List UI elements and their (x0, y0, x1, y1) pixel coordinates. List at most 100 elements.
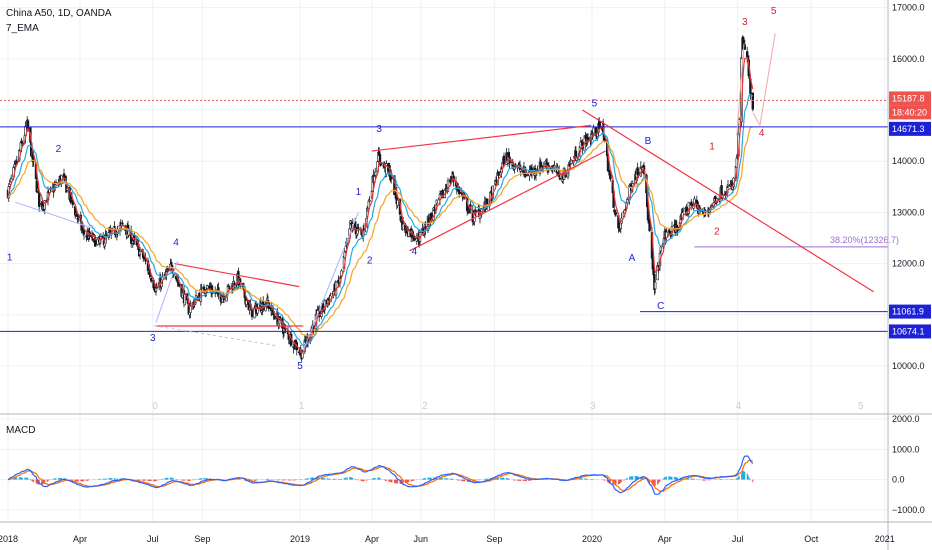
macd-line (7, 455, 754, 495)
candle-body (441, 190, 444, 199)
candle-body (256, 307, 259, 314)
resistance-line-2019 (371, 124, 592, 152)
wave-label-16: 4 (759, 128, 765, 139)
candle-body (558, 177, 562, 180)
level-tag-10674: 10674.1 (892, 326, 925, 336)
candle-body (75, 213, 79, 217)
countdown-tag-bg (889, 105, 931, 120)
candle-body (726, 184, 730, 187)
level-tag-14671-bg (889, 121, 931, 136)
candle-body (614, 212, 618, 215)
symbol-title[interactable]: China A50, 1D, OANDA (6, 8, 112, 19)
cycle-label-5: 5 (858, 401, 864, 412)
candle-body (401, 223, 405, 231)
wave-label-2: 3 (150, 333, 156, 344)
candle-body (105, 234, 108, 237)
wave-label-13: 1 (709, 141, 715, 152)
candle-body (368, 199, 371, 202)
wave-path-6 (759, 33, 776, 126)
last-price-tag: 15187.8 (892, 93, 925, 103)
candle-body (396, 199, 399, 206)
wave-path-5 (752, 112, 761, 126)
cycle-label-4: 4 (736, 401, 742, 412)
time-tick-label: 2019 (290, 534, 310, 544)
last-price-tag-bg (889, 91, 931, 106)
candle-body (183, 293, 186, 306)
candle-body (497, 171, 500, 176)
candle-body (709, 205, 713, 207)
candle-body (519, 169, 523, 172)
candle-body (357, 227, 360, 229)
level-tag-11061-bg (889, 304, 931, 319)
time-tick-label: 2020 (582, 534, 602, 544)
candle-body (138, 250, 142, 256)
candle-body (648, 222, 651, 232)
downtrend-line-2020 (582, 109, 874, 293)
wave-path-2 (155, 260, 179, 323)
wave-path-3 (302, 212, 359, 351)
macd-tick-label: 0.0 (892, 475, 905, 485)
ema-line-red (7, 57, 754, 354)
level-tag-14671: 14671.3 (892, 124, 925, 134)
macd-signal-line (7, 459, 753, 492)
resistance-line-2018 (174, 262, 300, 288)
macd-label[interactable]: MACD (6, 425, 36, 436)
wave-label-1: 2 (56, 144, 62, 155)
candle-body (121, 222, 124, 225)
wave-label-9: 5 (592, 98, 598, 109)
cycle-label-2: 2 (422, 401, 428, 412)
wave-label-0: 1 (7, 253, 13, 264)
candle-body (200, 287, 203, 289)
price-tick-label: 14000.0 (892, 156, 925, 166)
candle-body (245, 300, 248, 306)
price-candles (6, 35, 755, 362)
ema-lines (7, 57, 754, 354)
wave-label-12: C (657, 301, 664, 312)
level-tag-10674-bg (889, 324, 931, 339)
fib-label: 38.20%(12326.7) (830, 235, 899, 245)
candle-body (66, 188, 69, 191)
dashed-guide (152, 325, 276, 346)
time-tick-label: Jul (732, 534, 744, 544)
price-tick-label: 16000.0 (892, 54, 925, 64)
candle-body (206, 285, 209, 289)
ema-line-orange (7, 126, 754, 337)
price-tick-label: 13000.0 (892, 207, 925, 217)
wave-path-1 (15, 201, 92, 229)
candle-body (575, 157, 579, 161)
cycle-label-0: 0 (152, 401, 158, 412)
candle-body (597, 120, 601, 129)
macd-panel (7, 455, 754, 495)
candle-body (166, 268, 170, 271)
candle-body (273, 315, 276, 320)
time-tick-label: Jul (147, 534, 159, 544)
candle-body (150, 277, 153, 282)
candle-body (37, 192, 41, 207)
wave-label-6: 2 (367, 256, 373, 267)
time-tick-label: Sep (194, 534, 210, 544)
candle-body (227, 285, 230, 288)
wave-label-14: 2 (714, 226, 720, 237)
time-tick-label: Jun (414, 534, 429, 544)
time-tick-label: Sep (486, 534, 502, 544)
time-tick-label: Apr (73, 534, 87, 544)
time-tick-label: 2018 (0, 534, 18, 544)
ema-indicator-label[interactable]: 7_EMA (6, 23, 39, 34)
trend-drawings: 38.20%(12326.7) (0, 33, 899, 351)
countdown-tag: 18:40:20 (892, 107, 927, 117)
time-tick-label: Apr (365, 534, 379, 544)
candle-body (13, 164, 16, 167)
level-tag-11061: 11061.9 (892, 307, 924, 317)
candle-body (751, 92, 755, 110)
candle-body (631, 183, 635, 187)
candle-body (253, 307, 256, 319)
candle-body (378, 154, 382, 162)
price-tags: 15187.8 18:40:20 14671.3 11061.9 10674.1 (889, 91, 931, 339)
wave-label-11: B (645, 136, 652, 147)
candle-body (82, 229, 86, 235)
macd-tick-label: 2000.0 (892, 414, 920, 424)
wave-labels: 1 2 3 4 5 1 2 3 4 5 A B C 1 2 3 4 5 0 1 2 3 4 5 (7, 6, 864, 412)
candle-body (569, 159, 573, 164)
